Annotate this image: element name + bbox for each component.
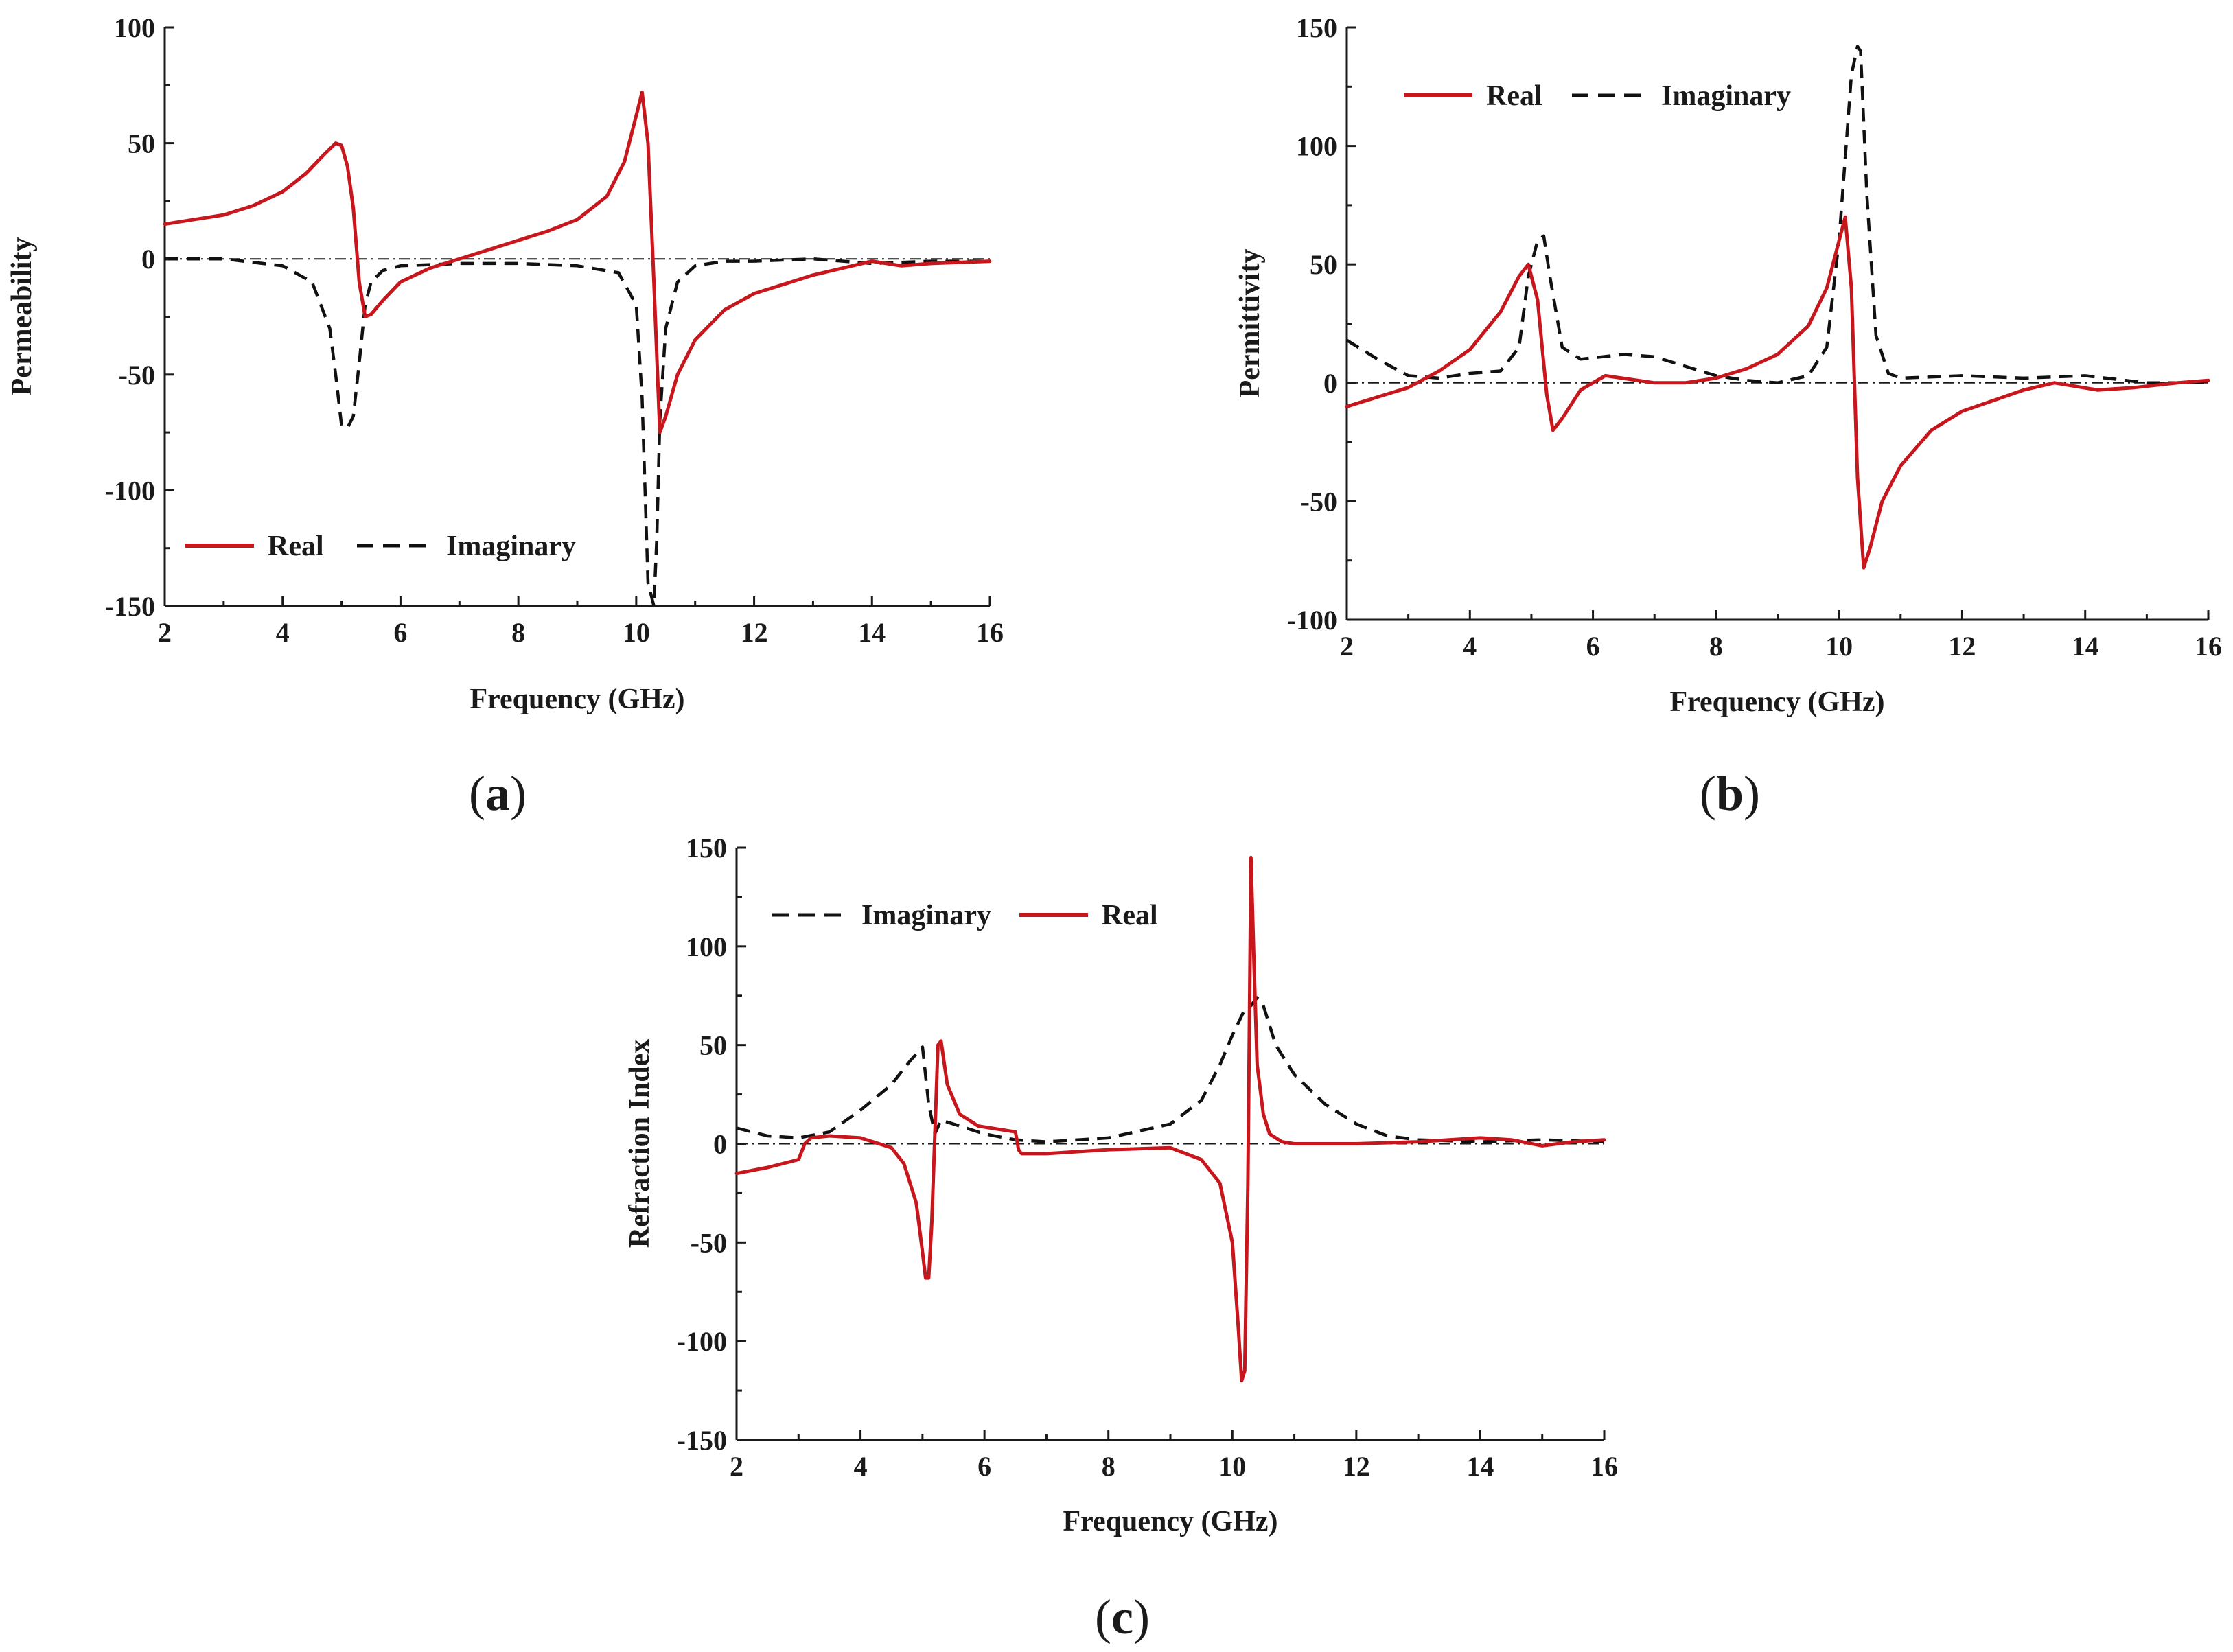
y-tick-label: -100	[1287, 605, 1337, 636]
y-tick-label: -50	[1301, 486, 1337, 517]
x-tick-label: 4	[1463, 631, 1477, 662]
panel-label-letter: c	[1111, 1590, 1133, 1644]
y-tick-label: 150	[686, 833, 727, 863]
panel-label: (c)	[1095, 1590, 1150, 1644]
y-tick-label: -50	[691, 1227, 727, 1258]
x-tick-label: 14	[2072, 631, 2099, 662]
y-tick-label: 50	[699, 1030, 727, 1061]
panel-label: (b)	[1700, 766, 1760, 821]
x-tick-label: 4	[854, 1451, 868, 1482]
x-tick-label: 12	[741, 617, 768, 648]
panel-label-letter: a	[485, 766, 510, 821]
panel-label-open: (	[1095, 1590, 1111, 1644]
legend: Real Imaginary	[1404, 80, 1791, 112]
y-tick-label: 100	[686, 931, 727, 962]
x-tick-label: 2	[730, 1451, 743, 1482]
y-tick-label: 150	[1296, 12, 1337, 43]
y-axis-label: Permittivity	[1234, 249, 1266, 398]
x-tick-label: 12	[1948, 631, 1976, 662]
x-tick-label: 16	[976, 617, 1004, 648]
panel-label-open: (	[469, 766, 485, 821]
imaginary-series-line	[736, 996, 1605, 1143]
y-tick-label: -100	[677, 1326, 727, 1357]
panel-label-close: )	[1133, 1590, 1150, 1644]
y-axis-label: Permeability	[6, 237, 38, 396]
real-series-line	[1345, 215, 2210, 570]
x-tick-label: 2	[1340, 631, 1354, 662]
x-tick-label: 10	[1825, 631, 1853, 662]
y-tick-label: 0	[713, 1129, 727, 1160]
x-tick-label: 4	[276, 617, 290, 648]
x-tick-label: 6	[393, 617, 407, 648]
panel-label-letter: b	[1716, 766, 1744, 821]
y-tick-label: 50	[1310, 249, 1337, 280]
y-tick-label: 50	[128, 128, 155, 159]
real-series-line	[734, 855, 1606, 1383]
panel-label-close: )	[510, 766, 527, 821]
y-axis-label: Refraction Index	[624, 1039, 656, 1248]
x-tick-label: 14	[1466, 1451, 1494, 1482]
panel-b: 2 4 6 8 10 12 14 16 -100 -50 0 50 100 150 Real Imaginar…	[1234, 12, 2222, 821]
x-tick-label: 8	[1102, 1451, 1115, 1482]
real-series-line	[163, 90, 992, 434]
legend-label-real: Real	[1102, 900, 1158, 931]
legend-label-imaginary: Imaginary	[1661, 80, 1791, 112]
x-axis-label: Frequency (GHz)	[470, 684, 685, 715]
panel-c: 2 4 6 8 10 12 14 16 -150 -100 -50 0 50 100 150 Imaginar…	[624, 833, 1618, 1644]
imaginary-series-line	[165, 257, 990, 608]
y-tick-label: -150	[677, 1425, 727, 1456]
x-tick-label: 6	[1586, 631, 1600, 662]
x-axis-label: Frequency (GHz)	[1670, 686, 1885, 718]
x-axis-label: Frequency (GHz)	[1063, 1506, 1278, 1537]
legend-label-imaginary: Imaginary	[861, 900, 991, 931]
legend: Imaginary Real	[772, 900, 1158, 931]
legend-label-imaginary: Imaginary	[446, 531, 576, 562]
x-tick-label: 8	[511, 617, 525, 648]
x-tick-label: 16	[2195, 631, 2222, 662]
y-tick-label: -100	[105, 475, 155, 506]
x-tick-label: 2	[158, 617, 172, 648]
y-tick-label: -50	[119, 360, 155, 391]
panel-label-open: (	[1700, 766, 1716, 821]
x-tick-label: 8	[1709, 631, 1723, 662]
y-tick-label: 100	[1296, 131, 1337, 162]
y-tick-label: 0	[141, 244, 155, 275]
x-tick-label: 16	[1590, 1451, 1618, 1482]
panel-label: (a)	[469, 766, 527, 821]
x-tick-label: 6	[977, 1451, 991, 1482]
y-tick-label: -150	[105, 591, 155, 622]
x-tick-label: 12	[1343, 1451, 1370, 1482]
legend-label-real: Real	[1486, 80, 1542, 112]
y-tick-label: 0	[1323, 368, 1337, 399]
legend-label-real: Real	[268, 531, 324, 562]
panel-label-close: )	[1744, 766, 1760, 821]
imaginary-series-line	[1345, 45, 2208, 385]
panel-a: 2 4 6 8 10 12 14 16 -150 -100 -50 0 50 100 Real Imagina…	[6, 12, 1004, 821]
y-tick-label: 100	[114, 12, 155, 43]
x-tick-label: 10	[623, 617, 650, 648]
x-tick-label: 14	[858, 617, 886, 648]
x-tick-label: 10	[1218, 1451, 1246, 1482]
legend: Real Imaginary	[185, 531, 576, 562]
